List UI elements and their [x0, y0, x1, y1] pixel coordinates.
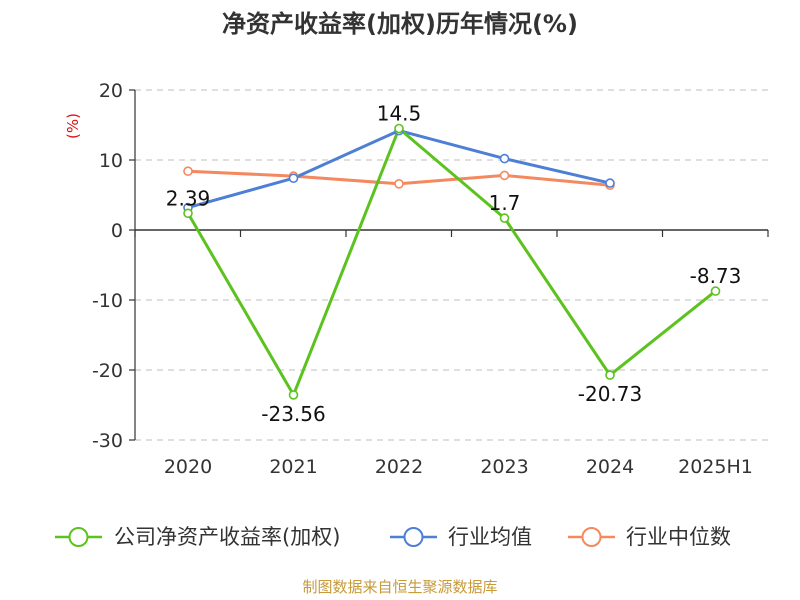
y-tick-label: -20 [92, 360, 123, 382]
legend: 公司净资产收益率(加权) 行业均值 行业中位数 [55, 525, 731, 549]
series-line [186, 127, 717, 397]
data-point [605, 370, 615, 380]
chart-title: 净资产收益率(加权)历年情况(%) [222, 10, 578, 38]
y-tick-label: 10 [99, 150, 123, 172]
data-point [499, 170, 510, 181]
legend-item: 公司净资产收益率(加权) [55, 525, 340, 549]
axes [129, 89, 769, 441]
y-tick-label: 0 [111, 220, 123, 242]
data-label: 1.7 [489, 191, 521, 215]
data-point [183, 166, 193, 176]
data-label: 14.5 [377, 102, 422, 126]
series-points [183, 123, 721, 400]
x-tick-label: 2023 [480, 456, 528, 478]
legend-marker [581, 527, 602, 547]
series-line [187, 129, 611, 210]
x-tick-label: 2024 [586, 456, 634, 478]
grid-lines [135, 89, 768, 441]
data-point [499, 153, 510, 164]
legend-item: 行业中位数 [568, 525, 731, 549]
data-label: -20.73 [578, 382, 642, 406]
data-point [605, 178, 615, 188]
y-tick-label: -10 [92, 290, 123, 312]
legend-label: 行业均值 [448, 525, 532, 549]
data-point [394, 123, 404, 134]
y-tick-label: -30 [92, 430, 123, 452]
legend-label: 行业中位数 [626, 525, 731, 549]
legend-label: 公司净资产收益率(加权) [114, 525, 340, 549]
data-labels: 2.39 -23.56 14.5 1.7 -20.73 -8.73 [166, 102, 742, 426]
data-point [499, 213, 510, 223]
y-tick-label: 20 [99, 80, 123, 102]
data-label: 2.39 [166, 186, 211, 210]
data-point [394, 179, 404, 189]
y-axis-unit: (%) [64, 113, 82, 139]
tick-labels: 20 10 0 -10 -20 -30 2020 2021 2022 2023 2024 2025H1 [92, 80, 753, 478]
data-label: -8.73 [690, 264, 742, 288]
legend-item: 行业均值 [390, 525, 532, 549]
x-tick-label: 2021 [269, 456, 317, 478]
data-point [288, 390, 299, 400]
data-point [288, 173, 299, 183]
legend-marker [68, 527, 89, 547]
data-point [183, 208, 193, 219]
series-lines [186, 127, 717, 397]
x-tick-label: 2022 [375, 456, 423, 478]
x-tick-label: 2025H1 [678, 456, 753, 478]
source-note: 制图数据来自恒生聚源数据库 [302, 578, 497, 596]
data-point [710, 286, 721, 296]
data-label: -23.56 [261, 402, 325, 426]
legend-marker [403, 527, 424, 547]
x-tick-label: 2020 [164, 456, 212, 478]
